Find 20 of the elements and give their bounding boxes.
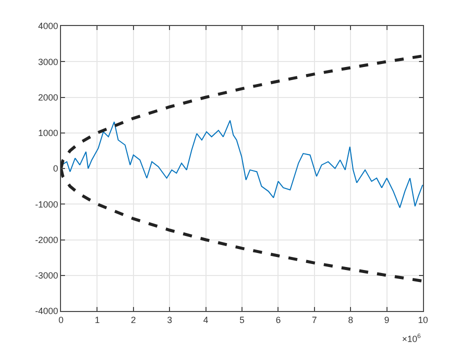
- x-tick-label: 1: [94, 314, 100, 325]
- x-tick-label: 4: [203, 314, 208, 325]
- x-tick-label: 9: [384, 314, 390, 325]
- y-tick-label: -4000: [35, 306, 58, 316]
- x-tick-label: 10: [418, 314, 428, 325]
- y-tick-label: 3000: [38, 56, 58, 67]
- x-tick-label: 6: [276, 314, 281, 325]
- y-tick-label: -2000: [35, 234, 58, 245]
- y-tick-label: 0: [53, 164, 58, 174]
- x-tick-label: 7: [312, 314, 317, 325]
- y-tick-label: -1000: [35, 199, 58, 210]
- y-tick-label: 4000: [38, 21, 58, 32]
- x-tick-label: 8: [348, 314, 354, 325]
- y-tick-label: 1000: [38, 128, 58, 138]
- x-tick-label: 2: [130, 314, 136, 325]
- y-tick-label: -3000: [35, 270, 58, 281]
- x-tick-label: 3: [167, 314, 172, 325]
- text: ×10$^{6}$: [402, 333, 422, 344]
- x-tick-label: 5: [239, 314, 245, 325]
- y-tick-label: 2000: [38, 92, 58, 102]
